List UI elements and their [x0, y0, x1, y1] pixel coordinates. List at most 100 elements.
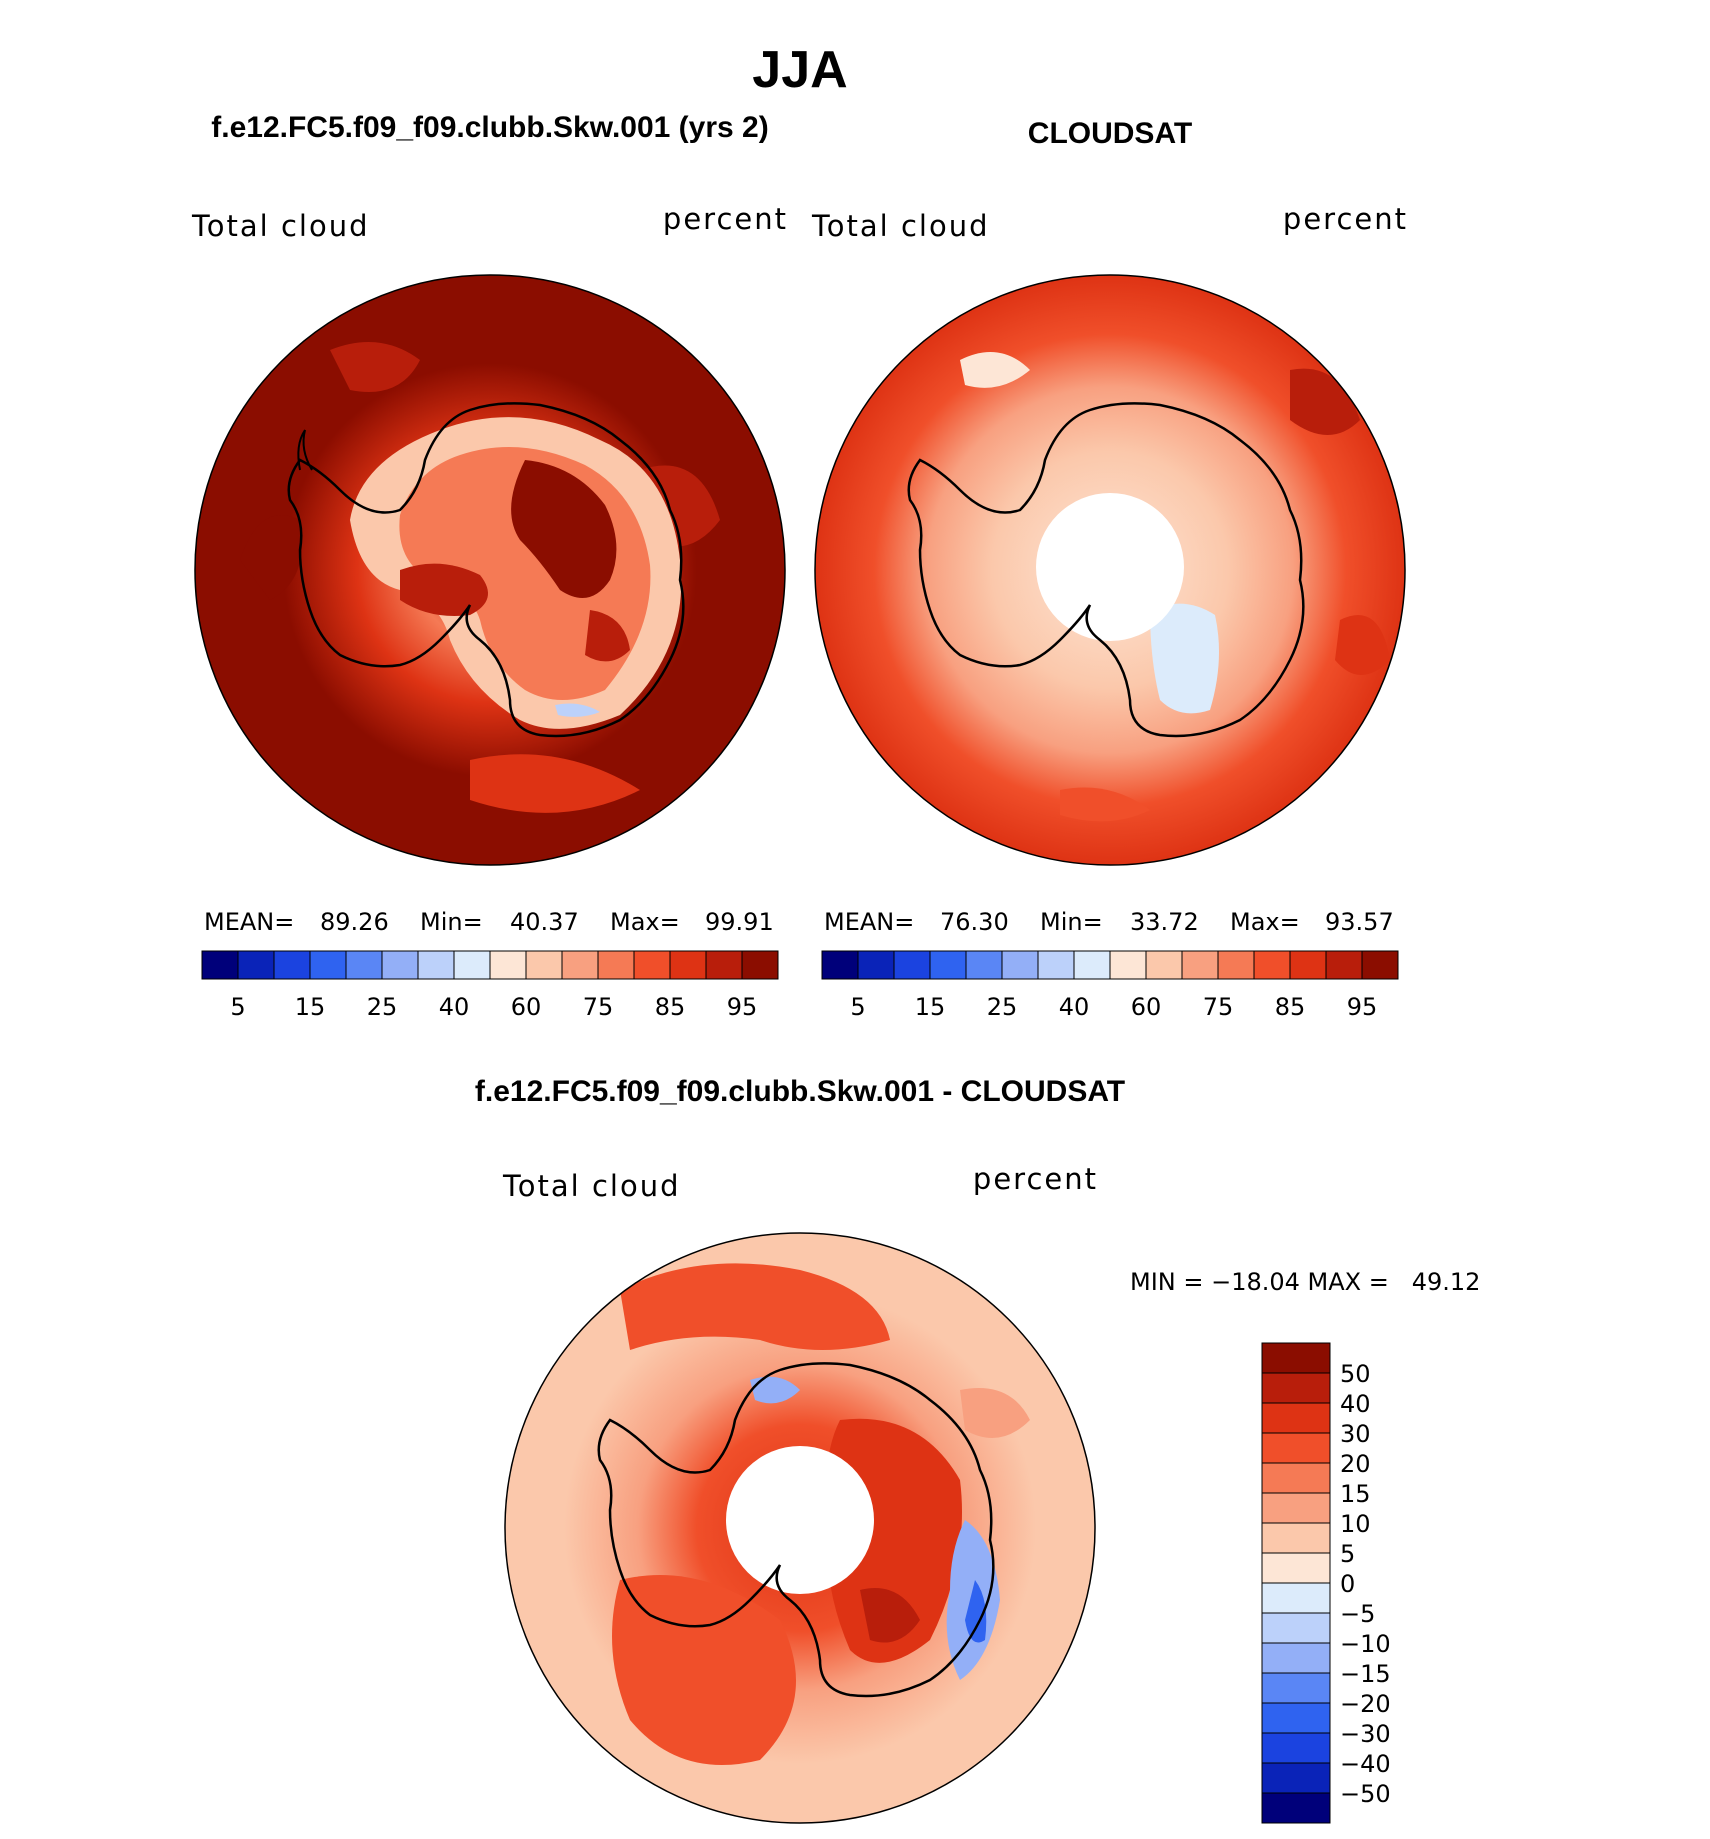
obs-blue-patch [1150, 603, 1219, 714]
obs-colorbar-box [1217, 950, 1255, 980]
model-colorbar-label: 40 [439, 993, 470, 1021]
model-colorbar-label: 15 [295, 993, 326, 1021]
obs-mean-label: MEAN= [824, 908, 914, 936]
diff-colorbar-label: 20 [1340, 1450, 1371, 1478]
obs-patch [1290, 368, 1360, 435]
model-mean-label: MEAN= [204, 908, 294, 936]
diff-patch [960, 1388, 1030, 1438]
obs-colorbar-box [1109, 950, 1147, 980]
diff-colorbar-box [1261, 1372, 1331, 1404]
obs-colorbar-box [1361, 950, 1399, 980]
model-max-value: 99.91 [705, 908, 774, 936]
obs-units-label: percent [1283, 202, 1408, 236]
diff-units-label: percent [973, 1162, 1098, 1196]
diff-pole-hole [726, 1446, 874, 1594]
model-coastline [287, 402, 685, 738]
obs-colorbar-label: 40 [1059, 993, 1090, 1021]
obs-colorbar-box [1289, 950, 1327, 980]
obs-patch [1335, 615, 1390, 675]
obs-colorbar-label: 5 [850, 993, 865, 1021]
model-colorbar-box [237, 950, 275, 980]
model-colorbar-box [489, 950, 527, 980]
obs-colorbar-box [821, 950, 859, 980]
obs-colorbar-box [893, 950, 931, 980]
model-colorbar-label: 25 [367, 993, 398, 1021]
diff-colorbar-box [1261, 1642, 1331, 1674]
diff-colorbar-box [1261, 1582, 1331, 1614]
model-interior-dark [400, 563, 488, 616]
model-max-label: Max= [610, 908, 680, 936]
diff-colorbar-label: 30 [1340, 1420, 1371, 1448]
diff-colorbar-box [1261, 1612, 1331, 1644]
model-colorbar-box [453, 950, 491, 980]
diff-colorbar-box [1261, 1432, 1331, 1464]
obs-colorbar-box [929, 950, 967, 980]
diff-panel-title: f.e12.FC5.f09_f09.clubb.Skw.001 - CLOUDS… [475, 1075, 1125, 1108]
model-interior-dark [585, 610, 630, 662]
obs-colorbar-label: 25 [987, 993, 1018, 1021]
diff-colorbar-box [1261, 1402, 1331, 1434]
model-mean-value: 89.26 [320, 908, 389, 936]
model-colorbar-box [597, 950, 635, 980]
diff-colorbar-box [1261, 1342, 1331, 1374]
model-colorbar-box [273, 950, 311, 980]
diff-blue-patch [965, 1580, 987, 1643]
model-colorbar-box [669, 950, 707, 980]
model-colorbar-box [633, 950, 671, 980]
obs-patch [1060, 787, 1150, 822]
diff-colorbar-label: −5 [1340, 1600, 1375, 1628]
diff-colorbar-box [1261, 1702, 1331, 1734]
obs-map [815, 275, 1405, 865]
model-min-value: 40.37 [510, 908, 579, 936]
obs-colorbar-box [1073, 950, 1111, 980]
diff-colorbar-label: −50 [1340, 1780, 1391, 1808]
diff-colorbar-label: 5 [1340, 1540, 1355, 1568]
model-colorbar-box [309, 950, 347, 980]
obs-colorbar-label: 75 [1203, 993, 1234, 1021]
diff-patch [612, 1575, 796, 1765]
obs-min-value: 33.72 [1130, 908, 1199, 936]
diff-variable-label: Total cloud [502, 1169, 680, 1203]
diff-colorbar-label: −20 [1340, 1690, 1391, 1718]
diff-colorbar-label: −40 [1340, 1750, 1391, 1778]
obs-patch [960, 352, 1030, 388]
obs-map-border [814, 274, 1406, 866]
diff-blue-patch [750, 1376, 800, 1404]
obs-min-label: Min= [1040, 908, 1103, 936]
obs-mean-value: 76.30 [940, 908, 1009, 936]
obs-panel: CLOUDSAT Total cloud percent MEAN= 76.30… [811, 117, 1408, 1021]
obs-pole-hole [1036, 493, 1184, 641]
page-title: JJA [752, 41, 847, 99]
diff-colorbar-box [1261, 1762, 1331, 1794]
diff-map-border [504, 1232, 1096, 1824]
model-peninsula-line [297, 429, 313, 471]
obs-colorbar-box [1145, 950, 1183, 980]
model-colorbar-label: 95 [727, 993, 758, 1021]
obs-colorbar-box [1325, 950, 1363, 980]
model-panel-title: f.e12.FC5.f09_f09.clubb.Skw.001 (yrs 2) [211, 111, 768, 144]
diff-colorbar-box [1261, 1792, 1331, 1824]
obs-colorbar-label: 60 [1131, 993, 1162, 1021]
model-colorbar-box [705, 950, 743, 980]
diff-coastline [597, 1362, 995, 1698]
obs-coastline [907, 402, 1305, 738]
diff-map [505, 1233, 1095, 1823]
diff-colorbar-label: 40 [1340, 1390, 1371, 1418]
diff-colorbar-label: 0 [1340, 1570, 1355, 1598]
model-map-border [194, 274, 786, 866]
model-colorbar-box [741, 950, 779, 980]
obs-max-value: 93.57 [1325, 908, 1394, 936]
model-patch [240, 515, 302, 600]
model-colorbar-label: 60 [511, 993, 542, 1021]
model-interior-dark [511, 460, 617, 598]
model-colorbar-box [561, 950, 599, 980]
diff-patch-dark [860, 1588, 920, 1643]
model-colorbar-box [417, 950, 455, 980]
diff-colorbar-label: 15 [1340, 1480, 1371, 1508]
model-panel: f.e12.FC5.f09_f09.clubb.Skw.001 (yrs 2) … [191, 111, 786, 1021]
diff-colorbar-box [1261, 1552, 1331, 1584]
diff-panel: f.e12.FC5.f09_f09.clubb.Skw.001 - CLOUDS… [475, 1075, 1480, 1824]
diff-colorbar-box [1261, 1672, 1331, 1704]
